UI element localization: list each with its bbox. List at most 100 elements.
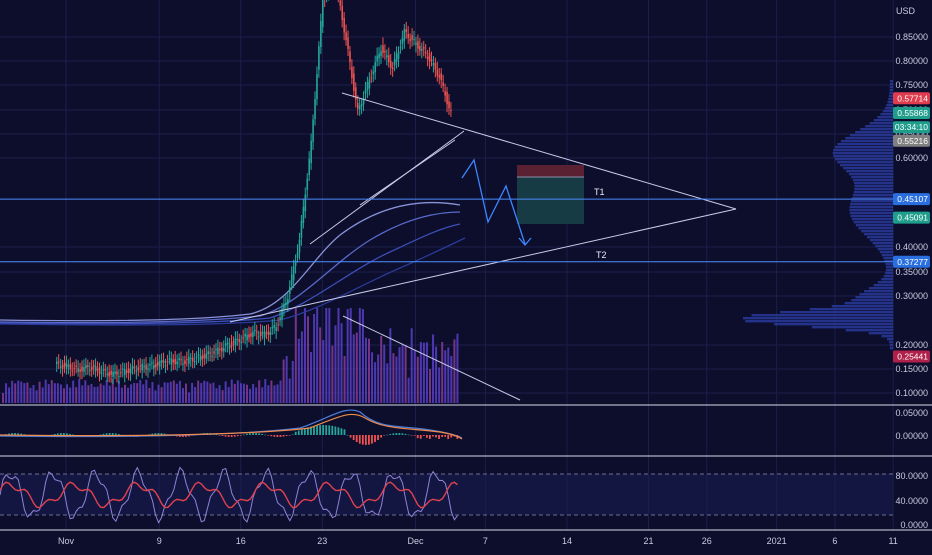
volume-profile-bar — [854, 185, 893, 188]
volume-bar — [26, 382, 29, 403]
volume-bar — [41, 387, 44, 403]
moving-average-line — [0, 223, 461, 325]
candle-body — [205, 353, 208, 359]
candle-body — [184, 360, 186, 365]
short-position-tool[interactable] — [517, 165, 584, 224]
candle-body — [166, 360, 169, 363]
macd-histogram-bar — [319, 425, 321, 435]
macd-histogram-bar — [224, 435, 227, 437]
volume-bar — [413, 350, 416, 403]
volume-bar — [117, 380, 120, 403]
macd-histogram-bar — [242, 434, 245, 436]
volume-profile-bar — [849, 209, 893, 212]
position-stop-zone — [517, 165, 584, 177]
pane-separators[interactable] — [0, 404, 932, 531]
volume-profile-bar — [889, 86, 893, 89]
volume-profile-bar — [888, 98, 893, 101]
volume-profile-bar — [869, 122, 893, 125]
volume-bar — [337, 308, 340, 403]
macd-histogram-bar — [401, 433, 404, 435]
trend-drawings[interactable]: T1 T2 — [0, 92, 893, 401]
volume-profile-bar — [855, 224, 893, 227]
price-badge-label: 0.25441 — [897, 351, 928, 361]
candle-body — [139, 365, 142, 367]
volume-bar — [435, 346, 438, 403]
candle-body — [213, 351, 215, 354]
candle-body — [164, 365, 167, 367]
volume-profile-bar — [851, 176, 893, 179]
macd-histogram-bar — [157, 433, 160, 435]
candle-body — [226, 342, 229, 345]
wedge-inner-line — [359, 139, 456, 206]
candle-body — [222, 348, 225, 352]
volume-bar — [371, 352, 374, 403]
macd-histogram-bar — [291, 434, 294, 436]
volume-bar — [78, 379, 81, 403]
price-axis-label: 0.10000 — [895, 388, 928, 398]
stoch-band — [0, 474, 893, 515]
macd-histogram-bar — [233, 435, 236, 437]
volume-bar — [96, 386, 99, 403]
volume-bar — [127, 387, 130, 403]
candle-body — [422, 47, 425, 49]
volume-bar — [218, 385, 221, 403]
volume-bar — [246, 384, 248, 403]
macd-histogram-bar — [154, 433, 157, 435]
macd-histogram-bar — [53, 434, 56, 435]
candle-body — [145, 364, 147, 370]
volume-bar — [212, 382, 215, 403]
time-axis-label: Nov — [58, 536, 75, 546]
macd-histogram-bar — [383, 435, 386, 436]
volume-profile-bar — [889, 89, 893, 92]
volume-profile-bar — [774, 323, 893, 326]
candle-body — [219, 348, 221, 351]
volume-bar — [316, 308, 319, 403]
volume-bar — [291, 361, 294, 403]
volume-profile-bar — [865, 125, 893, 128]
candle-body — [92, 365, 95, 367]
candle-body — [102, 369, 105, 371]
currency-label[interactable]: USD — [896, 6, 916, 16]
macd-histogram-bar — [331, 425, 334, 435]
volume-profile-bar — [833, 155, 893, 158]
volume-bar — [50, 380, 53, 403]
price-axis-label: 0.20000 — [895, 340, 928, 350]
candle-body — [294, 260, 297, 266]
volume-profile-bar — [885, 272, 893, 275]
volume-profile-bar — [844, 302, 893, 305]
stoch-axis-label: 80.0000 — [895, 471, 928, 481]
candle-body — [302, 206, 305, 223]
volume-bar — [419, 342, 422, 403]
macd-histogram-bar — [163, 433, 166, 435]
candle-body — [434, 63, 437, 70]
volume-profile-bar — [873, 284, 893, 287]
volume-profile-bar — [882, 110, 893, 113]
volume-profile-bar — [845, 137, 893, 140]
candle-body — [380, 51, 382, 57]
volume-bar — [429, 369, 431, 403]
volume-bar — [56, 383, 59, 403]
volume-bar — [319, 327, 322, 403]
macd-histogram-bar — [343, 429, 346, 435]
volume-bar — [154, 390, 157, 403]
volume-bar — [227, 387, 230, 403]
volume-profile-bar — [852, 194, 893, 197]
macd-histogram-bar — [432, 435, 434, 437]
volume-bar — [133, 382, 136, 403]
volume-bar — [401, 343, 404, 403]
candle-body — [170, 358, 173, 365]
volume-bar — [349, 308, 352, 403]
volume-bar — [236, 380, 239, 403]
volume-bar — [288, 378, 291, 403]
volume-profile-bar — [858, 227, 893, 230]
stoch-axis-label: 0.0000 — [900, 520, 928, 530]
candle-body — [448, 101, 450, 109]
candle-body — [221, 347, 223, 352]
volume-bar — [221, 390, 224, 403]
macd-histogram-bar — [328, 425, 331, 435]
macd-histogram-bar — [413, 435, 416, 436]
candle-body — [432, 62, 435, 66]
volume-bar — [194, 386, 197, 403]
